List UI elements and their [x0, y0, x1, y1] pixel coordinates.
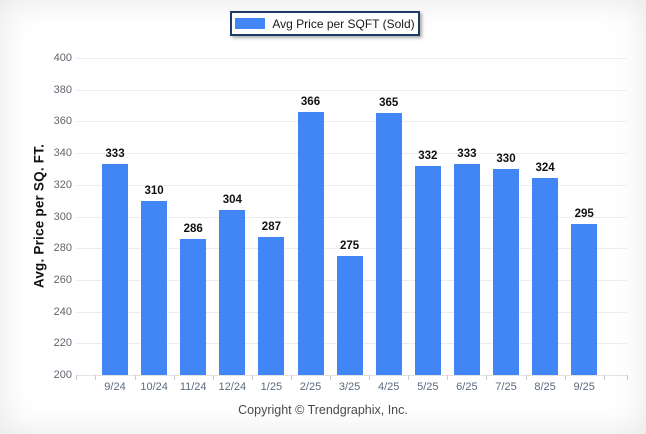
gridline-200	[76, 375, 627, 376]
x-tick-label-12/24: 12/24	[218, 381, 247, 393]
x-axis-tick-15	[603, 375, 605, 380]
x-axis-tick-5	[212, 375, 214, 380]
x-tick-label-9/24: 9/24	[104, 381, 126, 393]
legend-label: Avg Price per SQFT (Sold)	[272, 16, 415, 31]
x-tick-label-1/25: 1/25	[260, 381, 283, 393]
gridline-280	[76, 248, 627, 250]
bar-9/25	[571, 224, 598, 375]
y-tick-label-380: 380	[53, 83, 72, 96]
bar-3/25	[336, 256, 363, 375]
y-tick-label-280: 280	[53, 242, 72, 255]
gridline-400	[76, 58, 627, 59]
bar-11/24	[180, 238, 207, 375]
x-tick-label-6/25: 6/25	[456, 381, 478, 393]
x-tick-label-2/25: 2/25	[299, 381, 322, 393]
y-tick-label-340: 340	[53, 147, 72, 160]
bar-5/25	[414, 165, 441, 375]
x-axis-tick-8	[330, 375, 332, 380]
bar-value-label-12/24: 304	[222, 194, 242, 207]
bar-value-label-8/25: 324	[535, 162, 555, 175]
gridline-340	[76, 153, 627, 155]
bar-value-label-9/24: 333	[105, 148, 125, 161]
bar-2/25	[297, 111, 324, 375]
bar-7/25	[493, 168, 519, 375]
bar-10/24	[141, 200, 168, 375]
bar-value-label-3/25: 275	[340, 240, 360, 253]
x-axis-tick-1	[627, 375, 628, 380]
y-tick-label-320: 320	[53, 178, 72, 191]
y-tick-label-200: 200	[53, 369, 72, 381]
gridline-300	[76, 216, 627, 218]
bar-value-label-7/25: 330	[496, 152, 516, 165]
bar-value-label-2/25: 366	[300, 95, 321, 108]
y-tick-label-360: 360	[53, 115, 72, 128]
x-tick-label-10/24: 10/24	[140, 381, 168, 393]
bar-value-label-11/24: 286	[183, 222, 203, 235]
bar-value-label-9/25: 295	[574, 208, 594, 221]
x-axis-tick-7	[290, 375, 292, 380]
x-tick-label-5/25: 5/25	[417, 381, 439, 393]
x-axis-tick-2	[95, 375, 97, 380]
x-axis-tick-6	[251, 375, 253, 380]
y-tick-label-220: 220	[53, 337, 72, 350]
bar-value-label-4/25: 365	[379, 97, 399, 110]
y-tick-label-300: 300	[53, 210, 72, 223]
gridline-360	[76, 121, 627, 123]
copyright: Copyright © Trendgraphix, Inc.	[238, 403, 408, 417]
bar-1/25	[258, 237, 285, 375]
bar-value-label-6/25: 333	[457, 148, 477, 161]
x-tick-label-7/25: 7/25	[495, 381, 517, 393]
x-axis-tick-13	[525, 375, 527, 380]
y-tick-label-400: 400	[53, 52, 72, 64]
legend: Avg Price per SQFT (Sold)	[230, 11, 420, 36]
x-tick-label-8/25: 8/25	[534, 381, 556, 393]
y-tick-label-240: 240	[53, 305, 72, 318]
x-axis-tick-3	[134, 375, 136, 380]
x-axis-tick-0	[76, 375, 77, 380]
gridline-320	[76, 184, 627, 186]
bar-value-label-1/25: 287	[261, 221, 281, 234]
x-axis-tick-4	[173, 375, 175, 380]
bar-12/24	[219, 210, 246, 375]
plot-area: 333 310 286 304 287 366 275 365 332 333 330 324 295	[76, 58, 627, 376]
x-axis-tick-14	[564, 375, 566, 380]
x-tick-label-11/24: 11/24	[179, 381, 207, 393]
x-axis-tick-12	[486, 375, 488, 380]
legend-swatch	[235, 18, 266, 29]
bar-value-label-5/25: 332	[418, 149, 438, 162]
bar-6/25	[453, 164, 480, 375]
x-axis-tick-11	[447, 375, 449, 380]
x-axis-tick-10	[408, 375, 410, 380]
y-tick-label-260: 260	[53, 273, 72, 286]
x-tick-label-4/25: 4/25	[377, 381, 400, 393]
bar-value-label-10/24: 310	[144, 184, 164, 197]
x-tick-label-9/25: 9/25	[573, 381, 595, 393]
bar-8/25	[532, 178, 559, 375]
bar-9/24	[102, 164, 128, 375]
bar-4/25	[375, 113, 402, 375]
gridline-380	[76, 89, 627, 91]
x-axis-tick-9	[369, 375, 371, 380]
x-tick-label-3/25: 3/25	[338, 381, 361, 393]
